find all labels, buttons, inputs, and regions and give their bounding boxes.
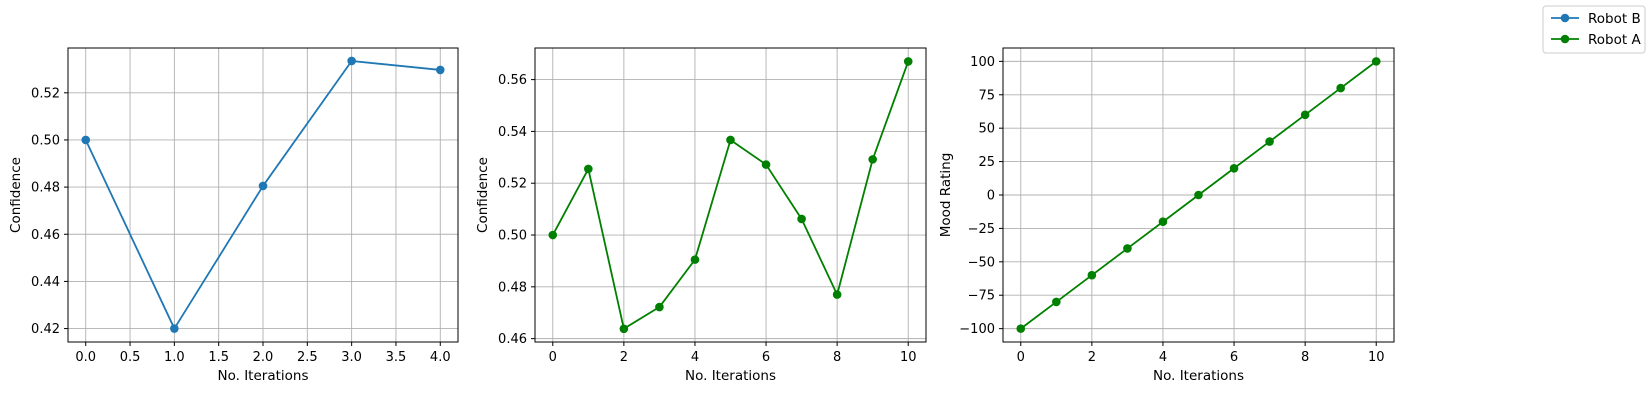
- y-tick-label: 75: [978, 88, 995, 103]
- data-point: [1336, 83, 1345, 93]
- x-tick-label: 8: [1301, 350, 1309, 365]
- data-point: [726, 135, 735, 145]
- y-axis-label: Confidence: [8, 157, 24, 233]
- y-tick-label: 0.42: [31, 322, 60, 337]
- y-tick-label: 0.50: [498, 229, 527, 244]
- x-axis-label: No. Iterations: [685, 368, 776, 384]
- data-point: [832, 290, 842, 299]
- data-point: [1265, 137, 1274, 146]
- y-tick-label: 0.44: [31, 275, 60, 290]
- y-tick-label: 0.54: [498, 125, 527, 140]
- x-tick-label: 10: [1368, 350, 1385, 365]
- data-point: [1087, 270, 1097, 280]
- data-point: [1300, 110, 1310, 120]
- chart-panel-2: 0 2 4 6 8 10 0.46 0.48 0.50 0.52 0.54 0.56 No. Itera…: [475, 47, 927, 384]
- data-point: [81, 135, 91, 145]
- data-point: [619, 324, 629, 334]
- plot-frame: [534, 47, 927, 343]
- data-point: [903, 57, 913, 66]
- data-point: [1194, 190, 1203, 200]
- y-tick-label: 25: [978, 155, 995, 170]
- x-tick-label: 4: [1159, 350, 1167, 365]
- y-axis-label: Confidence: [475, 157, 491, 233]
- x-tick-label: 6: [1230, 350, 1238, 365]
- y-tick-label: 0.46: [31, 228, 60, 243]
- y-tick-label: 0.48: [31, 181, 60, 196]
- data-point: [1123, 244, 1132, 253]
- chart-panel-3: 0 2 4 6 8 10 −100 −75 −50 −25 0 25 50 75 100 No. Iterat…: [938, 47, 1395, 384]
- y-tick-label: −25: [968, 222, 995, 237]
- x-tick-label: 3.5: [386, 350, 407, 365]
- legend: Robot B Robot A: [1542, 5, 1646, 54]
- data-point: [548, 230, 558, 240]
- x-tick-label: 4.0: [430, 350, 451, 365]
- y-tick-label: −75: [968, 289, 995, 304]
- x-tick-label: 8: [833, 350, 841, 365]
- data-point: [584, 164, 593, 174]
- y-tick-label: 50: [978, 122, 995, 137]
- x-axis-label: No. Iterations: [1153, 368, 1244, 384]
- data-point: [1016, 324, 1026, 333]
- y-tick-label: −100: [959, 322, 995, 337]
- legend-marker-robot-a: [1560, 34, 1570, 44]
- data-point: [170, 324, 179, 333]
- x-tick-label: 0: [549, 350, 557, 365]
- data-point: [797, 214, 806, 224]
- legend-marker-robot-b: [1560, 13, 1570, 23]
- x-tick-label: 0: [1017, 350, 1025, 365]
- x-tick-label: 0.0: [75, 350, 96, 365]
- x-tick-label: 2: [1088, 350, 1096, 365]
- y-tick-label: 0.46: [498, 332, 527, 347]
- data-point: [1158, 217, 1168, 227]
- data-point: [868, 155, 877, 164]
- y-tick-label: 0.52: [498, 177, 527, 192]
- chart-panel-1: 0.0 0.5 1.0 1.5 2.0 2.5 3.0 3.5 4.0 0.42 0.44 0.46 0…: [8, 47, 459, 384]
- legend-label-robot-a: Robot A: [1588, 32, 1641, 48]
- data-point: [655, 302, 664, 312]
- x-tick-label: 3.0: [341, 350, 362, 365]
- x-tick-label: 6: [762, 350, 770, 365]
- data-point: [690, 255, 700, 264]
- y-tick-label: 0.50: [31, 133, 60, 148]
- legend-label-robot-b: Robot B: [1588, 11, 1641, 27]
- x-tick-label: 2.5: [297, 350, 318, 365]
- data-point: [1052, 297, 1061, 307]
- x-tick-label: 10: [900, 350, 917, 365]
- data-point: [258, 181, 268, 191]
- y-axis-label: Mood Rating: [938, 153, 954, 238]
- data-point: [1229, 163, 1239, 173]
- y-tick-label: 0.52: [31, 86, 60, 101]
- y-tick-label: −50: [968, 255, 995, 270]
- x-tick-label: 1.5: [208, 350, 229, 365]
- y-tick-label: 0.56: [498, 73, 527, 88]
- data-point: [761, 160, 771, 169]
- data-point: [347, 56, 356, 66]
- y-tick-label: 100: [970, 55, 995, 70]
- x-tick-label: 4: [691, 350, 699, 365]
- x-tick-label: 2.0: [253, 350, 274, 365]
- y-tick-label: 0.48: [498, 280, 527, 295]
- x-tick-label: 1.0: [164, 350, 185, 365]
- x-tick-label: 2: [620, 350, 628, 365]
- data-point: [435, 65, 445, 75]
- x-axis-label: No. Iterations: [218, 368, 309, 384]
- series-line-robot-a: [551, 61, 910, 330]
- y-tick-label: 0: [987, 189, 995, 204]
- data-point: [1371, 57, 1381, 66]
- x-tick-label: 0.5: [120, 350, 141, 365]
